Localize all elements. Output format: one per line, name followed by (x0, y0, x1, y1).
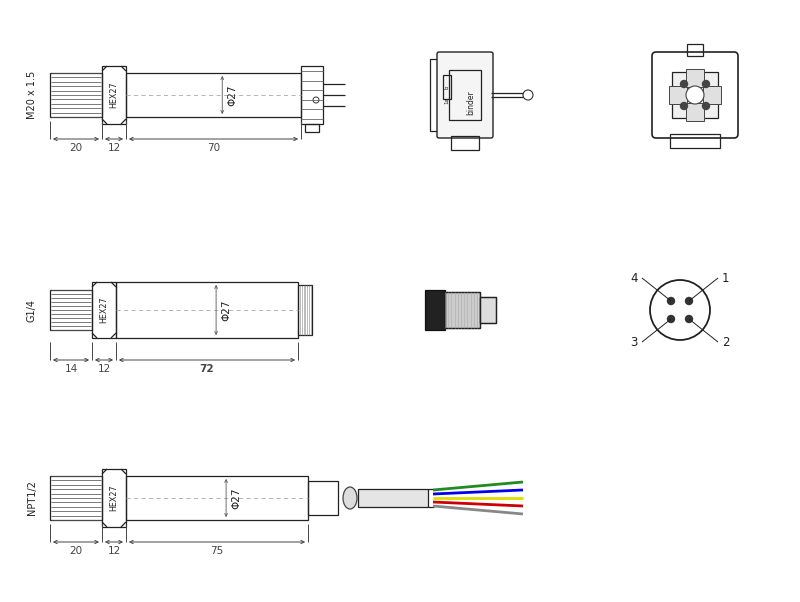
Text: 4: 4 (630, 272, 638, 285)
Bar (50, 290, 92, 330)
Circle shape (681, 81, 687, 87)
Bar (301, 66, 323, 124)
Text: NPT1/2: NPT1/2 (27, 480, 37, 515)
Bar (687, 44, 703, 56)
Text: Φ27: Φ27 (221, 299, 231, 321)
Text: 20: 20 (70, 143, 82, 153)
Bar (305, 124, 319, 132)
Text: 14: 14 (64, 364, 78, 374)
Text: 20: 20 (70, 546, 82, 556)
Text: 1: 1 (722, 272, 730, 285)
Text: M20 x 1.5: M20 x 1.5 (27, 71, 37, 119)
Bar (308, 481, 338, 515)
Text: 1a: 1a (445, 96, 450, 104)
Bar (443, 75, 451, 99)
Text: 3: 3 (630, 335, 638, 349)
Circle shape (650, 280, 710, 340)
Circle shape (686, 86, 704, 104)
Bar (102, 469, 126, 527)
Text: Φ27: Φ27 (231, 487, 241, 509)
Text: HEX27: HEX27 (99, 297, 109, 323)
Bar (445, 292, 480, 328)
Circle shape (702, 102, 710, 110)
Bar (50, 73, 102, 117)
Text: Φ27: Φ27 (227, 84, 238, 106)
FancyBboxPatch shape (652, 52, 738, 138)
Bar (686, 69, 704, 87)
Circle shape (686, 297, 693, 305)
Bar (480, 297, 496, 323)
Bar (116, 282, 298, 338)
Circle shape (667, 315, 674, 323)
Text: G1/4: G1/4 (27, 299, 37, 321)
Circle shape (702, 81, 710, 87)
Text: 12: 12 (98, 364, 110, 374)
Circle shape (523, 90, 533, 100)
Text: 75: 75 (210, 546, 224, 556)
Bar (358, 489, 428, 507)
Circle shape (313, 97, 319, 103)
Circle shape (681, 102, 687, 110)
Bar (672, 72, 718, 118)
Text: b: b (445, 85, 450, 88)
Text: 72: 72 (200, 364, 214, 374)
Text: 70: 70 (207, 143, 220, 153)
Bar (480, 297, 496, 323)
Ellipse shape (343, 487, 357, 509)
Text: binder: binder (466, 91, 475, 116)
Bar (298, 285, 312, 335)
Circle shape (667, 297, 674, 305)
Bar (669, 86, 687, 104)
FancyBboxPatch shape (437, 52, 493, 138)
Text: HEX27: HEX27 (110, 82, 118, 108)
Circle shape (686, 315, 693, 323)
Bar (703, 86, 721, 104)
Text: 2: 2 (722, 335, 730, 349)
Bar (670, 134, 720, 148)
Bar (92, 282, 116, 338)
Bar (425, 290, 445, 330)
Bar (102, 66, 126, 124)
Text: HEX27: HEX27 (110, 485, 118, 511)
Bar (449, 70, 481, 120)
Bar (686, 103, 704, 121)
Bar (126, 73, 301, 117)
Bar (430, 59, 438, 131)
Bar (445, 292, 480, 328)
Text: 12: 12 (107, 546, 121, 556)
Text: 12: 12 (107, 143, 121, 153)
Bar (451, 136, 479, 150)
Bar (50, 476, 102, 520)
Bar (126, 476, 308, 520)
